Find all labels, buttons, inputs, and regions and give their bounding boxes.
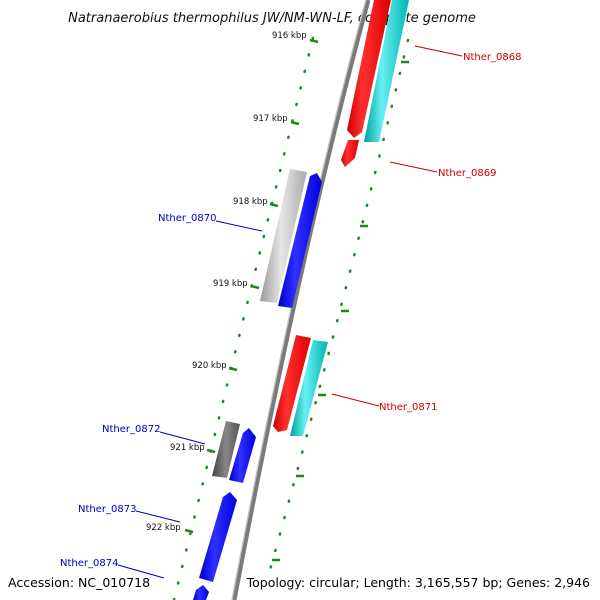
gene-nther-0874[interactable] [193,585,209,600]
outer-scale-ring [172,36,315,600]
gene-nther-0868[interactable] [347,0,391,138]
accession-text: Accession: NC_010718 [8,575,150,590]
label-nther-0873[interactable]: Nther_0873 [78,504,136,515]
leader-nther-0872 [159,431,206,445]
scale-label-916: 916 kbp [272,31,307,41]
scale-label-920: 920 kbp [192,361,227,371]
leader-nther-0869 [389,161,438,173]
label-nther-0868[interactable]: Nther_0868 [463,52,521,63]
gene-nther-0871-feature[interactable] [290,340,328,436]
topology-text: Topology: circular; Length: 3,165,557 bp… [246,575,590,590]
leader-nther-0873 [135,510,181,523]
gene-nther-0872-feature[interactable] [212,421,240,478]
label-nther-0874[interactable]: Nther_0874 [60,558,118,569]
label-nther-0872[interactable]: Nther_0872 [102,424,160,435]
scale-label-921: 921 kbp [170,443,205,453]
gene-nther-0869[interactable] [341,140,359,167]
genome-backbone [231,0,371,600]
label-nther-0871[interactable]: Nther_0871 [379,402,437,413]
gene-nther-0871[interactable] [273,335,311,432]
leader-nther-0874 [117,564,165,579]
gene-nther-0868-feature[interactable] [364,0,409,142]
leader-nther-0871 [331,393,380,407]
gene-nther-0870-feature[interactable] [260,169,307,303]
scale-tick-918 [269,202,279,208]
scale-tick-921 [206,448,216,454]
scale-tick-916 [309,38,319,44]
scale-tick-920 [228,366,238,372]
leader-nther-0870 [215,220,263,232]
gene-nther-0872[interactable] [229,428,256,483]
label-nther-0869[interactable]: Nther_0869 [438,168,496,179]
scale-label-922: 922 kbp [146,523,181,533]
scale-tick-922 [184,528,194,534]
scale-tick-917 [290,120,300,126]
label-nther-0870[interactable]: Nther_0870 [158,213,216,224]
map-title: Natranaerobius thermophilus JW/NM-WN-LF,… [68,11,476,26]
scale-tick-919 [250,284,260,290]
leader-nther-0868 [414,45,463,57]
scale-label-917: 917 kbp [253,114,288,124]
gene-nther-0873[interactable] [199,492,237,582]
scale-label-918: 918 kbp [233,197,268,207]
gene-nther-0870[interactable] [278,173,322,308]
scale-label-919: 919 kbp [213,279,248,289]
